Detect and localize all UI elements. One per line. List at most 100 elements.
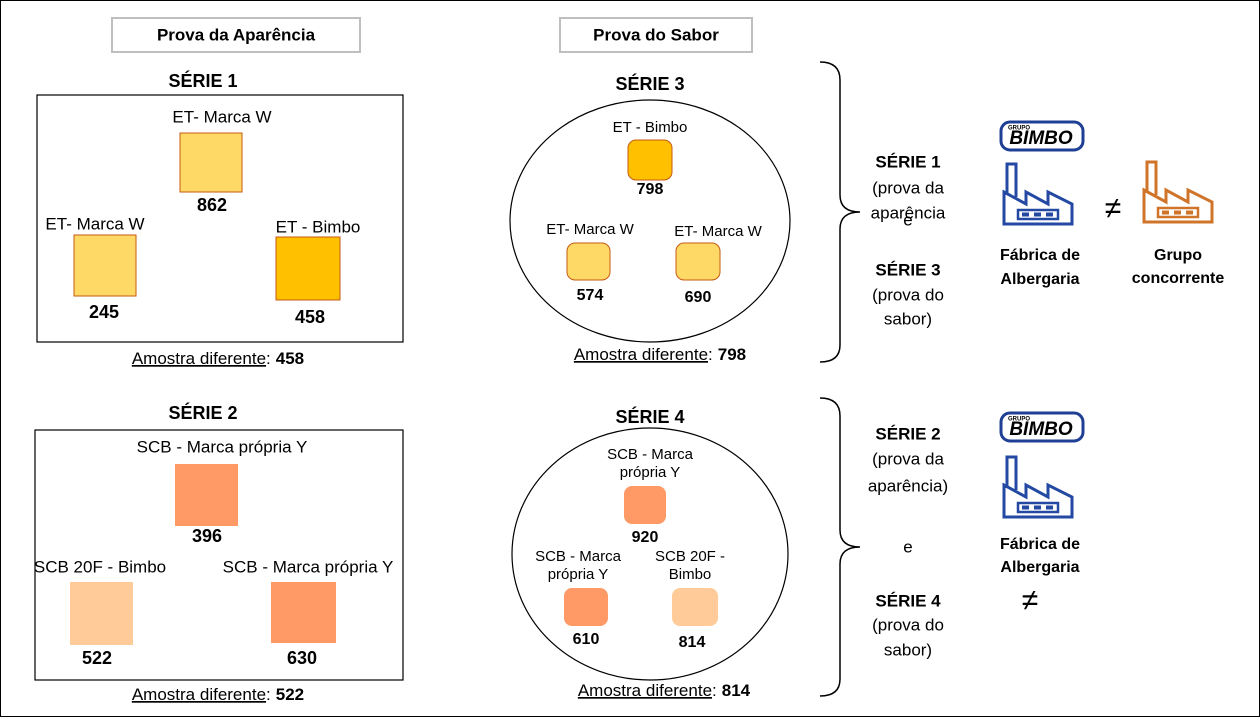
comparison-text: sabor) [884,640,932,659]
header-box [559,17,753,53]
logo-small: GRUPO [1008,417,1030,423]
sample-label: SCB - Marca [607,446,694,463]
sample-code: 522 [82,648,112,668]
logo-small: GRUPO [1008,126,1030,132]
series-title: SÉRIE 1 [168,70,237,91]
plant-label: Albergaria [1000,559,1079,576]
plant-label: Fábrica de [1000,536,1080,553]
footer: Amostra diferente: 798 [574,345,746,364]
plant-label: Albergaria [1000,271,1079,288]
sample-label: própria Y [620,464,681,481]
sample [175,464,238,526]
sample-code: 630 [287,648,317,668]
logo-brand: BIMBO [1009,419,1073,440]
logo [999,120,1085,152]
sample-code: 610 [573,631,600,648]
sample-code: 814 [679,634,706,651]
footer-separator: : [708,345,713,364]
sample [672,588,718,626]
sample [627,139,673,181]
footer-code: 814 [722,681,751,700]
plant-label: Fábrica de [1000,247,1080,264]
sample [624,486,666,524]
sample-label: SCB - Marca própria Y [223,557,394,576]
logo-brand: BIMBO [1009,128,1073,149]
footer: Amostra diferente: 814 [578,681,751,700]
series-title: SÉRIE 4 [615,406,684,427]
sample-label: SCB - Marca [535,548,622,565]
not-equal: ≠ [1022,584,1038,617]
footer-separator: : [266,349,271,368]
footer-code: 522 [276,685,304,704]
comparison-text: aparência) [868,476,948,495]
sample-label: ET- Marca W [172,107,271,126]
footer-code: 458 [276,349,304,368]
sample [70,582,133,645]
sample-code: 798 [637,181,664,198]
comparison-text: e [903,210,912,229]
competitor-label: Grupo [1154,247,1202,264]
header: Prova do Sabor [593,25,719,44]
series-box [509,99,791,343]
series-box [34,429,404,681]
logo [999,411,1085,443]
sample-label: própria Y [548,566,609,583]
comparison-text: e [903,537,912,556]
sample-code: 574 [577,287,604,304]
series-title: SÉRIE 2 [168,402,237,423]
sample-label: ET- Marca W [674,223,762,240]
footer-separator: : [266,685,271,704]
comparison-text: (prova da [872,178,944,197]
comparison-text: SÉRIE 2 [875,424,940,443]
comparison-text: SÉRIE 4 [875,591,941,610]
factory-icon [1142,160,1214,224]
factory-icon [1002,455,1074,519]
footer-label: Amostra diferente [574,345,708,364]
sample-code: 458 [295,307,325,327]
comparison-text: SÉRIE 3 [875,260,940,279]
competitor-label: concorrente [1132,270,1225,287]
series-title: SÉRIE 3 [615,73,684,94]
sample-code: 862 [197,195,227,215]
sample-label: SCB - Marca própria Y [137,437,308,456]
comparison-text: (prova do [872,615,944,634]
sample [271,582,336,643]
footer-label: Amostra diferente [132,349,266,368]
sample [275,236,341,301]
footer-code: 798 [718,345,746,364]
sample [179,132,243,193]
footer-label: Amostra diferente [578,681,712,700]
sample-code: 690 [685,289,712,306]
brace [819,397,861,697]
comparison-text: (prova do [872,285,944,304]
sample-label: ET - Bimbo [613,119,688,136]
content: SÉRIE 1 ET- Marca W 862 ET- Marca W 245 ET - … [34,70,1224,705]
sample-label: ET- Marca W [546,221,634,238]
header: Prova da Aparência [157,25,316,44]
comparison-text: aparência [871,203,946,222]
not-equal: ≠ [1105,192,1121,225]
sample-label: ET - Bimbo [276,217,361,236]
header-box [111,17,361,53]
comparison-text: sabor) [884,309,932,328]
brace [819,61,861,363]
sample-label: Bimbo [669,566,712,583]
series-box [36,94,404,343]
footer-label: Amostra diferente [132,685,266,704]
sample-code: 920 [632,529,659,546]
sample [566,242,611,281]
sample [73,234,137,297]
comparison-text: SÉRIE 1 [875,152,940,171]
sample-label: SCB 20F - [655,548,725,565]
series-box [511,427,789,681]
sample-code: 396 [192,526,222,546]
comparison-text: (prova da [872,449,944,468]
sample [564,588,608,626]
sample-label: ET- Marca W [45,214,144,233]
footer-separator: : [712,681,717,700]
sample-code: 245 [89,302,119,322]
sample [675,242,721,281]
factory-icon [1002,162,1074,226]
footer: Amostra diferente: 522 [132,685,304,704]
